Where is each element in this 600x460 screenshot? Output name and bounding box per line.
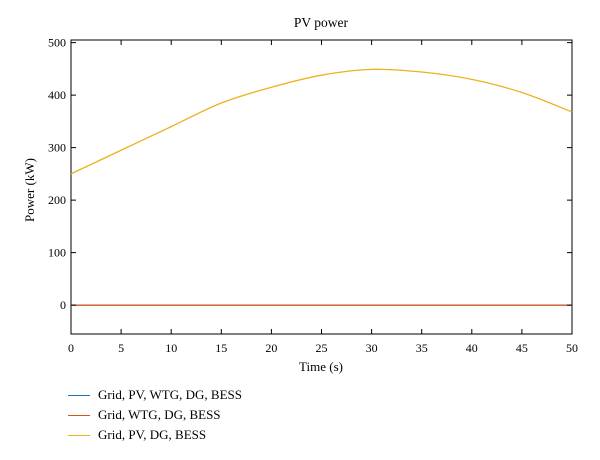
x-tick-label: 45	[516, 341, 528, 355]
series-group	[70, 68, 573, 306]
x-tick-label: 0	[68, 341, 74, 355]
legend-swatch	[68, 414, 90, 416]
legend-label: Grid, PV, WTG, DG, BESS	[98, 387, 242, 402]
x-tick-label: 25	[316, 341, 328, 355]
plot-frame	[70, 39, 573, 335]
x-tick-label: 35	[416, 341, 428, 355]
y-tick-label: 500	[48, 36, 66, 50]
legend: Grid, PV, WTG, DG, BESS Grid, WTG, DG, BE…	[68, 385, 242, 445]
legend-swatch	[68, 434, 90, 436]
y-tick-label: 200	[48, 193, 66, 207]
x-axis: 0 5 10 15 20 25 30 35 40 45 50	[68, 40, 578, 355]
x-tick-label: 30	[366, 341, 378, 355]
legend-item-2: Grid, WTG, DG, BESS	[68, 405, 242, 425]
y-tick-label: 300	[48, 141, 66, 155]
series-line-3	[70, 68, 573, 175]
legend-label: Grid, PV, DG, BESS	[98, 427, 207, 442]
x-tick-label: 15	[215, 341, 227, 355]
x-tick-label: 10	[165, 341, 177, 355]
y-axis: 0 100 200 300 400 500	[48, 36, 572, 312]
x-tick-label: 40	[466, 341, 478, 355]
x-axis-label: Time (s)	[299, 359, 343, 374]
x-tick-label: 5	[118, 341, 124, 355]
x-tick-label: 50	[566, 341, 578, 355]
x-tick-label: 20	[265, 341, 277, 355]
legend-label: Grid, WTG, DG, BESS	[98, 407, 221, 422]
legend-swatch	[68, 394, 90, 396]
legend-item-3: Grid, PV, DG, BESS	[68, 425, 242, 445]
y-axis-label: Power (kW)	[22, 158, 37, 222]
y-tick-label: 0	[60, 298, 66, 312]
y-tick-label: 400	[48, 88, 66, 102]
y-tick-label: 100	[48, 246, 66, 260]
legend-item-1: Grid, PV, WTG, DG, BESS	[68, 385, 242, 405]
chart-title: PV power	[294, 15, 349, 30]
